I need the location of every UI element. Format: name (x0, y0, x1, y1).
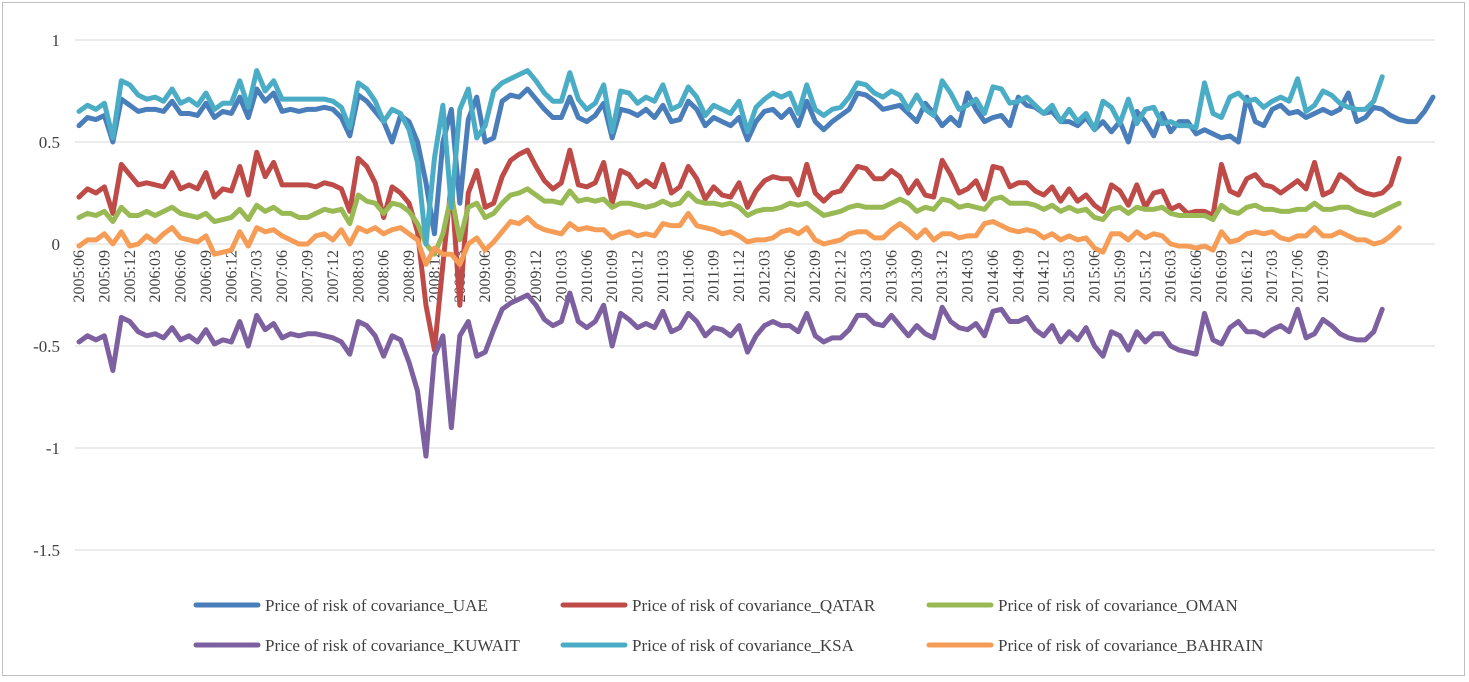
x-tick-label: 2015:09 (1112, 250, 1129, 302)
x-tick-label: 2007:12 (325, 250, 342, 302)
x-tick-label: 2012:09 (807, 250, 824, 302)
x-tick-label: 2017:09 (1315, 250, 1332, 302)
x-tick-label: 2012:03 (756, 250, 773, 302)
x-tick-label: 2015:06 (1087, 250, 1104, 302)
line-chart: 10.50-0.5-1-1.5 2005:06 2005:09 2005:12 200… (33, 31, 1436, 655)
x-tick-label: 2005:09 (96, 250, 113, 302)
x-tick-label: 2009:09 (503, 250, 520, 302)
x-tick-label: 2005:12 (122, 250, 139, 302)
legend-label: Price of risk of covariance_BAHRAIN (998, 636, 1263, 655)
x-tick-label: 2015:12 (1137, 250, 1154, 302)
y-tick-label: 0.5 (39, 133, 60, 152)
series-line-3 (76, 290, 1385, 459)
series-line-5 (76, 210, 1402, 267)
x-tick-label: 2013:09 (909, 250, 926, 302)
y-tick-label: 1 (52, 31, 61, 50)
x-tick-label: 2005:06 (71, 250, 88, 302)
series-line-2 (76, 186, 1402, 257)
legend-label: Price of risk of covariance_KSA (632, 636, 855, 655)
legend-label: Price of risk of covariance_OMAN (998, 596, 1238, 615)
x-tick-label: 2009:06 (477, 250, 494, 302)
x-tick-label: 2008:06 (376, 250, 393, 302)
x-axis-tick-labels: 2005:06 2005:09 2005:12 2006:03 2006:06 2006:… (71, 250, 1332, 302)
x-tick-label: 2014:09 (1010, 250, 1027, 302)
x-tick-label: 2007:06 (274, 250, 291, 302)
legend-label: Price of risk of covariance_QATAR (632, 596, 876, 615)
legend-label: Price of risk of covariance_KUWAIT (265, 636, 521, 655)
x-tick-label: 2016:12 (1239, 250, 1256, 302)
x-tick-label: 2008:03 (350, 250, 367, 302)
x-tick-label: 2014:12 (1036, 250, 1053, 302)
series-line-0 (76, 86, 1436, 237)
x-tick-label: 2014:03 (960, 250, 977, 302)
legend: Price of risk of covariance_UAE Price of … (193, 596, 1263, 655)
y-tick-label: -1 (46, 439, 60, 458)
x-tick-label: 2007:09 (299, 250, 316, 302)
x-tick-label: 2013:12 (934, 250, 951, 302)
legend-label: Price of risk of covariance_UAE (265, 596, 488, 615)
x-tick-label: 2017:06 (1290, 250, 1307, 302)
x-tick-label: 2016:09 (1213, 250, 1230, 302)
y-tick-label: -1.5 (33, 541, 60, 560)
series-line-4 (76, 68, 1385, 247)
x-tick-label: 2015:03 (1061, 250, 1078, 302)
x-tick-label: 2006:03 (147, 250, 164, 302)
x-tick-label: 2016:06 (1188, 250, 1205, 302)
x-tick-label: 2006:06 (173, 250, 190, 302)
y-tick-label: -0.5 (33, 337, 60, 356)
x-tick-label: 2013:06 (883, 250, 900, 302)
x-tick-label: 2011:12 (731, 250, 748, 302)
x-tick-label: 2006:12 (223, 250, 240, 302)
x-tick-label: 2007:03 (249, 250, 266, 302)
x-tick-label: 2016:03 (1163, 250, 1180, 302)
x-tick-label: 2010:12 (630, 250, 647, 302)
x-tick-label: 2011:09 (706, 250, 723, 302)
y-axis-tick-labels: 1 0.5 0 -0.5 -1 -1.5 (33, 31, 60, 560)
x-tick-label: 2008:09 (401, 250, 418, 302)
x-tick-label: 2010:06 (579, 250, 596, 302)
x-tick-label: 2010:03 (553, 250, 570, 302)
series-line-1 (76, 147, 1402, 353)
x-tick-label: 2012:06 (782, 250, 799, 302)
x-tick-label: 2011:06 (680, 250, 697, 302)
x-tick-label: 2010:09 (604, 250, 621, 302)
x-tick-label: 2011:03 (655, 250, 672, 302)
x-tick-label: 2012:12 (833, 250, 850, 302)
series-lines (76, 68, 1436, 459)
x-tick-label: 2013:03 (858, 250, 875, 302)
x-tick-label: 2009:12 (528, 250, 545, 302)
y-tick-label: 0 (52, 235, 61, 254)
x-tick-label: 2014:06 (985, 250, 1002, 302)
x-tick-label: 2006:09 (198, 250, 215, 302)
x-tick-label: 2017:03 (1264, 250, 1281, 302)
